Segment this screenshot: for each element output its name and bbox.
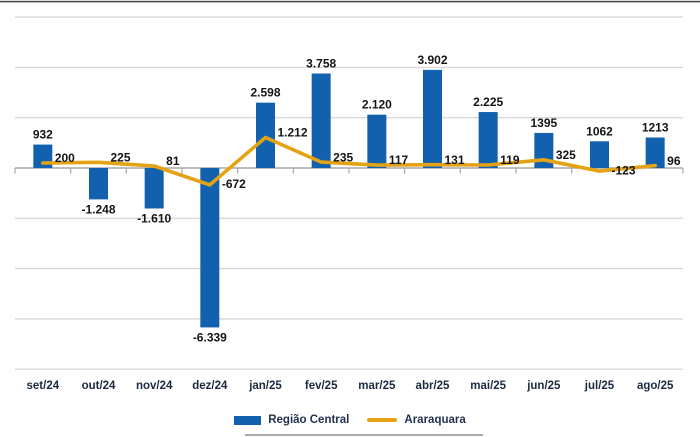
bar-abr-25 [423, 69, 442, 168]
bar-jul-25 [590, 141, 609, 168]
bar-mar-25 [367, 114, 387, 168]
top-border [0, 0, 700, 3]
line-label-out-24: 225 [111, 151, 131, 165]
legend-entry-regiao-central: Região Central [234, 414, 349, 426]
line-label-set-24: 200 [55, 151, 75, 165]
line-label-jan-25: 1.212 [278, 126, 308, 140]
chart-legend: Região Central Araraquara [0, 409, 700, 431]
category-label-mai-25: mai/25 [470, 380, 506, 392]
bar-dez-24 [200, 168, 220, 328]
line-label-jul-25: -123 [612, 163, 636, 177]
bar-label-nov-24: -1.610 [137, 211, 171, 225]
line-label-nov-24: 81 [166, 154, 180, 168]
legend-entry-araraquara: Araraquara [367, 414, 466, 426]
category-label-abr-25: abr/25 [416, 380, 450, 392]
category-label-dez-24: dez/24 [192, 380, 228, 392]
bar-label-dez-24: -6.339 [193, 330, 227, 344]
bar-label-out-24: -1.248 [81, 202, 115, 216]
bar-out-24 [89, 168, 108, 200]
line-label-mar-25: 117 [389, 153, 409, 167]
category-label-out-24: out/24 [82, 380, 116, 392]
bar-ago-25 [645, 137, 665, 168]
bar-label-set-24: 932 [33, 128, 53, 142]
line-label-abr-25: 131 [445, 153, 465, 167]
legend-label-regiao-central: Região Central [268, 414, 350, 426]
bar-label-mai-25: 2.225 [473, 95, 503, 109]
bar-label-mar-25: 2.120 [362, 98, 392, 112]
line-label-ago-25: 96 [667, 154, 681, 168]
legend-bar-swatch-icon [234, 415, 262, 425]
category-label-jan-25: jan/25 [248, 380, 282, 392]
category-label-mar-25: mar/25 [358, 380, 396, 392]
bar-label-abr-25: 3.902 [417, 53, 447, 67]
line-label-mai-25: 119 [500, 153, 520, 167]
category-label-jun-25: jun/25 [526, 380, 561, 392]
legend-label-araraquara: Araraquara [404, 414, 466, 426]
legend-line-swatch-icon [367, 418, 398, 422]
line-label-dez-24: -672 [222, 177, 246, 191]
line-araraquara [40, 135, 658, 187]
category-label-ago-25: ago/25 [637, 380, 674, 392]
line-label-fev-25: 235 [333, 150, 353, 164]
category-label-nov-24: nov/24 [136, 380, 173, 392]
bar-fev-25 [311, 73, 331, 168]
category-label-fev-25: fev/25 [305, 380, 338, 392]
category-label-set-24: set/24 [27, 380, 60, 392]
bar-label-jan-25: 2.598 [250, 86, 280, 100]
bar-nov-24 [144, 168, 164, 209]
bar-label-jun-25: 1395 [530, 116, 557, 130]
bar-label-jul-25: 1062 [586, 124, 613, 138]
bar-label-ago-25: 1213 [642, 120, 669, 134]
bar-mai-25 [478, 112, 498, 168]
line-label-jun-25: 325 [556, 148, 576, 162]
bottom-edge-line [245, 434, 483, 437]
bar-label-fev-25: 3.758 [306, 56, 336, 70]
bar-jan-25 [256, 102, 275, 168]
category-label-jul-25: jul/25 [584, 380, 615, 392]
